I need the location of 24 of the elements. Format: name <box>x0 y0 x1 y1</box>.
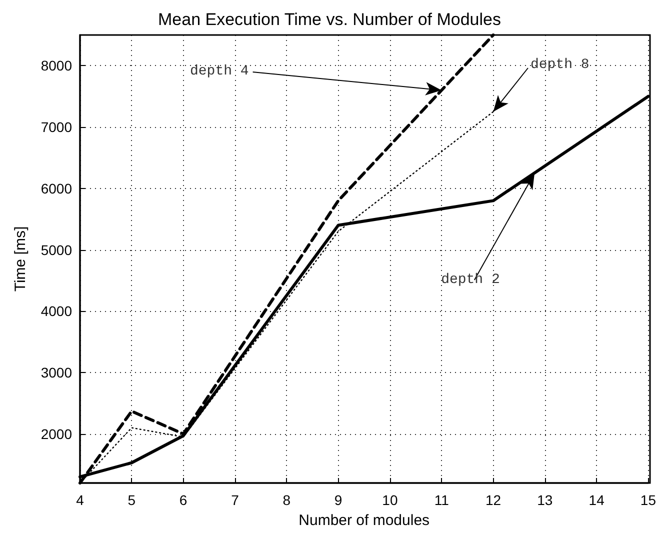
y-tick-label: 5000 <box>40 242 72 258</box>
y-tick-label: 3000 <box>40 364 72 381</box>
x-tick-label: 8 <box>282 492 291 508</box>
y-tick-label: 7000 <box>40 119 72 136</box>
x-tick-label: 14 <box>588 492 605 508</box>
x-axis-title: Number of modules <box>298 512 430 529</box>
y-tick-label: 2000 <box>40 426 72 442</box>
y-tick-label: 8000 <box>40 58 72 74</box>
x-tick-label: 4 <box>76 492 84 508</box>
x-tick-label: 7 <box>231 492 240 508</box>
x-tick-label: 15 <box>640 492 656 508</box>
x-tick-label: 11 <box>434 492 450 508</box>
y-axis-title: Time [ms] <box>12 226 29 292</box>
x-tick-label: 13 <box>537 492 553 508</box>
annotation: depth 8 <box>530 56 590 73</box>
x-tick-label: 12 <box>485 492 502 508</box>
y-tick-label: 6000 <box>40 180 72 196</box>
x-tick-label: 5 <box>128 492 136 508</box>
x-tick-label: 9 <box>334 492 342 508</box>
y-tick-label: 4000 <box>40 303 72 320</box>
chart-title: Mean Execution Time vs. Number of Modules <box>158 10 501 29</box>
x-tick-label: 6 <box>179 492 188 508</box>
annotation: depth 4 <box>190 64 249 80</box>
x-tick-label: 10 <box>382 492 398 508</box>
